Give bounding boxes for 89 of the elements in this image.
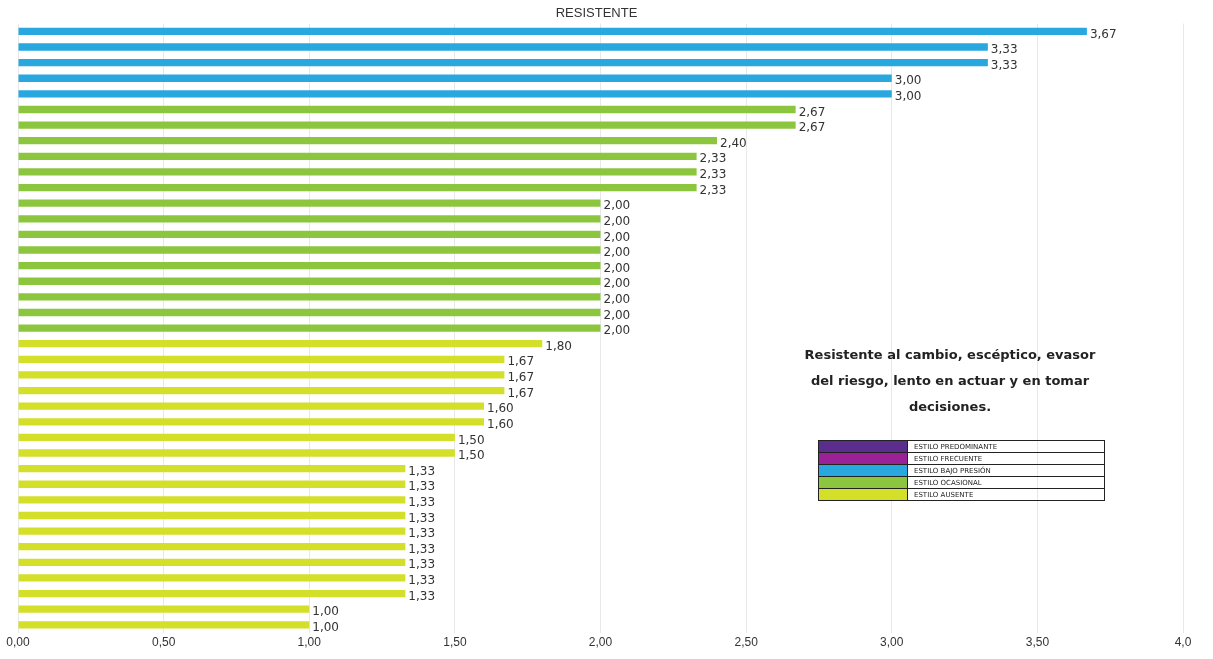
bar (18, 199, 601, 207)
annotation: Resistente al cambio, escéptico, evasor del riesgo, lento en actuar y en tomar decisiones. (803, 346, 1097, 416)
data-label: 1,50 (457, 432, 485, 447)
bar (18, 27, 1087, 36)
data-label: 1,00 (312, 619, 339, 634)
bar (18, 43, 988, 51)
bar (18, 371, 505, 379)
data-label: 3,67 (1089, 26, 1117, 41)
data-label: 2,00 (603, 213, 631, 228)
data-label: 2,00 (603, 323, 631, 338)
bar (18, 480, 406, 488)
bar (18, 574, 406, 582)
data-label: 2,00 (603, 245, 631, 260)
bar (18, 105, 796, 114)
bar (18, 418, 484, 426)
x-tick-label: 2,00 (588, 635, 613, 650)
data-label: 1,80 (545, 338, 572, 353)
data-label: 1,33 (408, 526, 436, 541)
bar (18, 152, 697, 160)
data-label: 1,67 (507, 370, 535, 385)
data-label: 3,00 (894, 88, 922, 103)
bar (18, 58, 988, 67)
x-tick-label: 2,50 (734, 635, 759, 650)
data-label: 3,00 (894, 73, 922, 88)
data-label: 1,33 (408, 479, 436, 494)
data-label: 2,00 (603, 198, 631, 213)
data-label: 2,00 (603, 229, 631, 244)
data-label: 2,00 (603, 307, 631, 322)
data-label: 1,33 (408, 557, 436, 572)
data-label: 1,33 (408, 541, 436, 556)
bar (18, 137, 717, 145)
x-tick-label: 1,50 (443, 635, 467, 650)
bar (18, 293, 601, 301)
bar (18, 246, 601, 254)
data-label: 1,33 (408, 463, 436, 478)
bar (18, 183, 697, 192)
data-label: 1,60 (487, 416, 514, 431)
bar (18, 621, 310, 629)
data-label: 1,00 (312, 604, 339, 619)
data-label: 2,33 (699, 151, 727, 166)
bar (18, 527, 406, 535)
bar (18, 308, 601, 317)
data-label: 1,33 (408, 494, 436, 509)
x-tick-label: 0,00 (6, 635, 30, 650)
data-label: 1,33 (408, 573, 436, 588)
bar (18, 121, 796, 129)
x-tick-label: 1,00 (297, 635, 322, 650)
data-label: 1,60 (487, 401, 514, 416)
x-tick-label: 3,00 (880, 635, 904, 650)
bar (18, 386, 505, 395)
data-label: 2,00 (603, 260, 631, 275)
bar (18, 215, 601, 223)
bar (18, 261, 601, 270)
bar (18, 324, 601, 332)
data-label: 2,00 (603, 276, 631, 291)
data-label: 2,40 (720, 135, 747, 150)
bar (18, 449, 455, 457)
bar (18, 464, 406, 473)
data-label: 1,67 (507, 354, 535, 369)
x-tick-label: 4,0 (1174, 635, 1192, 650)
bar (18, 355, 505, 363)
data-label: 2,33 (699, 182, 727, 197)
data-label: 2,33 (699, 167, 727, 182)
bar (18, 511, 406, 520)
bar (18, 496, 406, 504)
data-label: 3,33 (990, 57, 1018, 72)
data-label: 3,33 (990, 42, 1018, 57)
bar (18, 605, 310, 613)
bar (18, 558, 406, 566)
bar (18, 230, 601, 239)
bar (18, 340, 543, 348)
chart-title: RESISTENTE (555, 5, 638, 21)
bar (18, 74, 892, 82)
bar (18, 90, 892, 98)
x-tick-label: 3,50 (1025, 635, 1050, 650)
data-label: 1,33 (408, 588, 436, 603)
data-label: 1,50 (457, 448, 485, 463)
bar (18, 543, 406, 551)
bar (18, 277, 601, 285)
data-label: 2,67 (798, 120, 826, 135)
data-label: 1,67 (507, 385, 535, 400)
data-label: 1,33 (408, 510, 436, 525)
x-tick-label: 0,50 (151, 635, 176, 650)
bar (18, 402, 484, 410)
data-label: 2,00 (603, 291, 631, 306)
bar (18, 589, 406, 598)
data-label: 2,67 (798, 104, 826, 119)
bar (18, 168, 697, 176)
bar (18, 433, 455, 442)
